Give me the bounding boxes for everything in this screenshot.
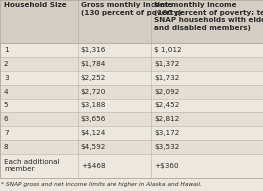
Text: $3,656: $3,656	[81, 116, 106, 122]
Text: 6: 6	[4, 116, 9, 122]
Text: $3,532: $3,532	[154, 144, 180, 150]
Bar	[0, 112, 263, 126]
Text: $4,124: $4,124	[81, 130, 106, 136]
Text: 8: 8	[4, 144, 9, 150]
Text: $2,812: $2,812	[154, 116, 180, 122]
Bar	[0, 57, 263, 71]
Text: * SNAP gross and net income limits are higher in Alaska and Hawaii.: * SNAP gross and net income limits are h…	[1, 182, 202, 188]
Text: $1,372: $1,372	[154, 61, 180, 67]
Text: $2,092: $2,092	[154, 89, 180, 95]
Text: +$468: +$468	[81, 163, 105, 169]
Text: $1,316: $1,316	[81, 47, 106, 53]
Bar	[0, 71, 263, 85]
Text: $2,720: $2,720	[81, 89, 106, 95]
Text: Gross monthly income
(130 percent of poverty): Gross monthly income (130 percent of pov…	[81, 2, 181, 16]
Text: $2,252: $2,252	[81, 75, 106, 81]
Bar	[0, 43, 263, 57]
Text: $3,188: $3,188	[81, 102, 106, 108]
Text: Net monthly income
(100 percent of poverty; test for
SNAP households with elderl: Net monthly income (100 percent of pover…	[154, 2, 263, 31]
Text: 1: 1	[4, 47, 9, 53]
Bar	[0, 99, 263, 112]
Text: Each additional
member: Each additional member	[4, 159, 59, 172]
Bar	[0, 0, 263, 43]
Text: $ 1,012: $ 1,012	[154, 47, 182, 53]
Text: $4,592: $4,592	[81, 144, 106, 150]
Bar	[0, 154, 263, 178]
Text: $3,172: $3,172	[154, 130, 180, 136]
Text: $1,732: $1,732	[154, 75, 180, 81]
Text: 2: 2	[4, 61, 9, 67]
Text: 4: 4	[4, 89, 9, 95]
Text: +$360: +$360	[154, 163, 179, 169]
Bar	[0, 126, 263, 140]
Text: 5: 5	[4, 102, 9, 108]
Text: 7: 7	[4, 130, 9, 136]
Text: Household Size: Household Size	[4, 2, 67, 8]
Text: $1,784: $1,784	[81, 61, 106, 67]
Text: $2,452: $2,452	[154, 102, 180, 108]
Bar	[0, 85, 263, 99]
Text: 3: 3	[4, 75, 9, 81]
Bar	[0, 140, 263, 154]
